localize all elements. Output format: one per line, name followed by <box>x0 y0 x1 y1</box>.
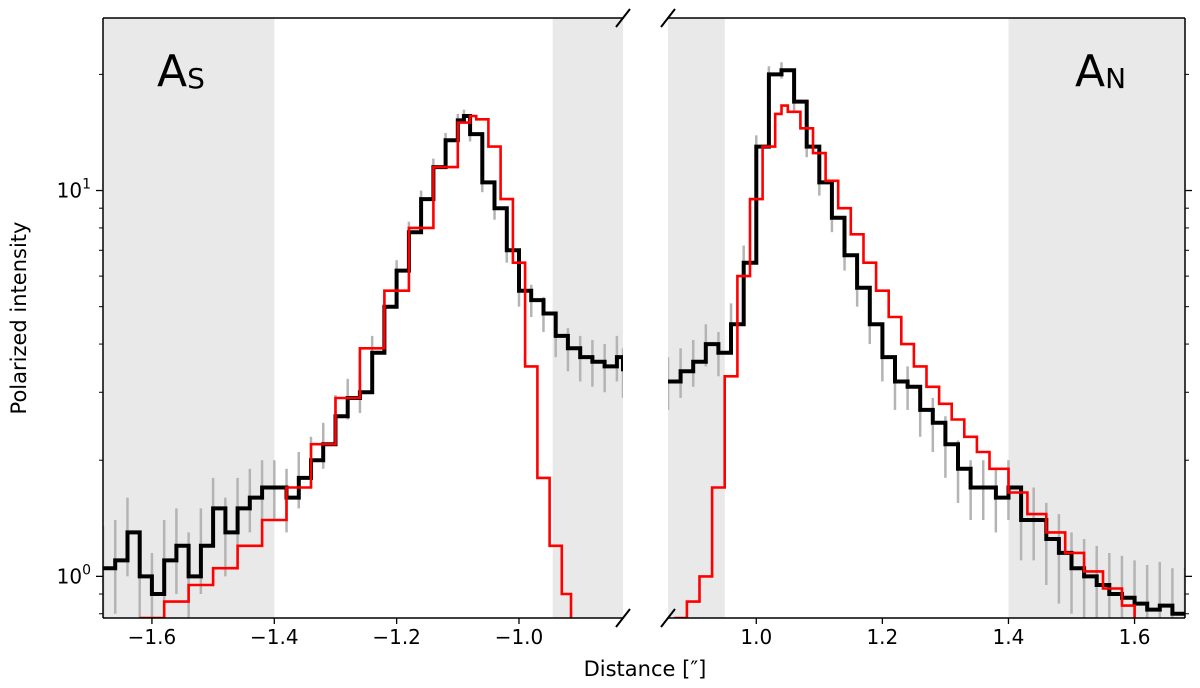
shaded-region-south-1 <box>552 18 623 618</box>
axis-break-mark-0 <box>615 8 631 28</box>
observed-line-south <box>103 114 623 596</box>
x-tick-label-south-3: −1.0 <box>495 625 544 649</box>
y-axis-title: Polarized intensity <box>7 222 31 415</box>
model-line-south <box>139 114 573 618</box>
axis-break-mark-3 <box>660 608 676 628</box>
model-line-north <box>674 104 1136 618</box>
x-axis-title: Distance [″] <box>584 657 707 681</box>
panel-label-north: AN <box>1075 46 1126 97</box>
x-tick-label-south-2: −1.2 <box>372 625 421 649</box>
y-tick-label-0: 100 <box>57 562 91 588</box>
shaded-region-south-0 <box>103 18 275 618</box>
x-tick-label-south-1: −1.4 <box>250 625 299 649</box>
panel-north <box>668 18 1185 618</box>
x-tick-label-north-2: 1.4 <box>993 625 1025 649</box>
x-tick-label-north-3: 1.6 <box>1119 625 1151 649</box>
x-tick-label-north-1: 1.2 <box>866 625 898 649</box>
observed-line-north <box>668 68 1185 616</box>
panel-south <box>103 18 623 618</box>
x-tick-label-south-0: −1.6 <box>128 625 177 649</box>
shaded-region-north-1 <box>1008 18 1185 618</box>
shaded-region-north-0 <box>668 18 725 618</box>
panel-label-south: AS <box>157 46 205 97</box>
y-tick-label-1: 101 <box>57 177 91 203</box>
axis-layer: AS −1.6 −1.4 −1.2 −1.0 100 101 AN 1.0 1.2 1.4 1.6 <box>57 8 1192 649</box>
axis-break-mark-1 <box>615 608 631 628</box>
panels-layer <box>103 18 1185 618</box>
axis-break-mark-2 <box>660 8 676 28</box>
x-tick-label-north-0: 1.0 <box>740 625 772 649</box>
